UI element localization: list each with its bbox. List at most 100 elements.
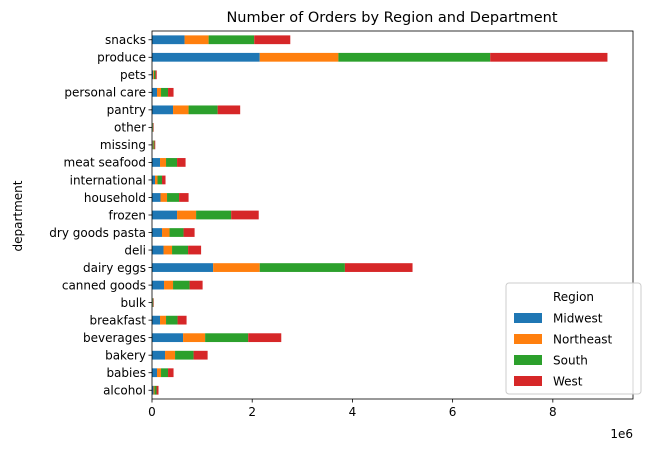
y-tick-label: meat seafood xyxy=(64,156,146,170)
x-tick-label: 0 xyxy=(148,405,156,419)
y-tick-label: pantry xyxy=(107,103,146,117)
bar-meat-seafood-west xyxy=(177,158,186,167)
bar-alcohol-northeast xyxy=(153,385,155,395)
y-tick-label: snacks xyxy=(105,33,146,47)
bars-layer xyxy=(152,35,608,395)
legend-swatch-northeast xyxy=(514,334,542,344)
bar-pets-south xyxy=(153,70,156,80)
x-tick-label: 2 xyxy=(248,405,256,419)
bar-dairy-eggs-south xyxy=(259,263,345,272)
y-tick-label: produce xyxy=(97,51,146,65)
bar-pantry-west xyxy=(217,105,241,115)
y-tick-label: dairy eggs xyxy=(83,261,146,275)
legend: Region Midwest Northeast South West xyxy=(505,282,642,395)
bar-breakfast-northeast xyxy=(160,315,167,325)
bar-personal-care-midwest xyxy=(152,87,158,97)
legend-label-west: West xyxy=(553,374,583,388)
bar-international-west xyxy=(162,175,166,185)
chart-title: Number of Orders by Region and Departmen… xyxy=(226,10,557,26)
bar-frozen-midwest xyxy=(152,210,178,220)
y-tick-label: canned goods xyxy=(62,278,146,292)
y-tick-label: bulk xyxy=(120,296,146,310)
bar-beverages-northeast xyxy=(183,333,206,343)
legend-frame xyxy=(505,282,642,395)
y-tick-label: bakery xyxy=(105,348,146,362)
bar-pets-midwest xyxy=(152,70,154,80)
bar-snacks-west xyxy=(254,35,291,45)
y-tick-label: dry goods pasta xyxy=(49,226,146,240)
bar-bulk-south xyxy=(152,298,154,307)
bar-bakery-south xyxy=(175,350,194,360)
y-tick-label: deli xyxy=(124,243,146,257)
legend-swatch-midwest xyxy=(514,313,542,323)
bar-dry-goods-pasta-south xyxy=(169,228,184,237)
bar-canned-goods-south xyxy=(173,280,190,290)
bar-beverages-west xyxy=(248,333,282,343)
y-tick-label: beverages xyxy=(83,331,146,345)
bar-international-midwest xyxy=(152,175,156,185)
bar-pantry-south xyxy=(188,105,218,115)
legend-swatch-south xyxy=(514,355,542,365)
y-tick-label: household xyxy=(84,191,146,205)
legend-items: Midwest Northeast South West xyxy=(514,311,613,388)
bar-babies-midwest xyxy=(152,368,158,378)
bar-personal-care-south xyxy=(161,87,169,97)
bar-produce-south xyxy=(338,52,491,62)
bar-missing-northeast xyxy=(152,140,154,150)
bar-deli-south xyxy=(172,245,189,255)
bar-personal-care-northeast xyxy=(157,87,162,97)
legend-swatch-west xyxy=(514,376,542,386)
y-tick-label: missing xyxy=(100,138,146,152)
bar-snacks-midwest xyxy=(152,35,185,45)
bar-personal-care-west xyxy=(168,87,174,97)
bar-dry-goods-pasta-midwest xyxy=(152,228,163,237)
y-tick-label: frozen xyxy=(108,208,146,222)
bar-frozen-south xyxy=(196,210,232,220)
legend-label-midwest: Midwest xyxy=(553,311,603,325)
bar-produce-west xyxy=(490,52,608,62)
bar-deli-northeast xyxy=(163,245,173,255)
bar-household-south xyxy=(167,193,180,202)
bar-snacks-northeast xyxy=(184,35,209,45)
bar-meat-seafood-northeast xyxy=(160,158,167,167)
bar-pets-northeast xyxy=(153,70,154,80)
bar-alcohol-west xyxy=(156,385,159,395)
bar-produce-midwest xyxy=(152,52,260,62)
bar-dry-goods-pasta-northeast xyxy=(162,228,170,237)
y-tick-label: other xyxy=(114,121,146,135)
bar-breakfast-south xyxy=(166,315,178,325)
y-tick-label: international xyxy=(70,173,146,187)
bar-deli-west xyxy=(188,245,202,255)
bar-household-west xyxy=(179,193,189,202)
bar-canned-goods-west xyxy=(189,280,203,290)
bar-meat-seafood-south xyxy=(166,158,178,167)
bar-beverages-midwest xyxy=(152,333,184,343)
bar-dairy-eggs-west xyxy=(344,263,413,272)
bar-missing-west xyxy=(154,140,156,150)
bar-beverages-south xyxy=(205,333,249,343)
y-tick-label: alcohol xyxy=(103,384,146,398)
bar-babies-northeast xyxy=(157,368,162,378)
bar-dairy-eggs-northeast xyxy=(213,263,260,272)
bar-pantry-northeast xyxy=(173,105,189,115)
bar-bakery-northeast xyxy=(165,350,176,360)
bar-bakery-midwest xyxy=(152,350,166,360)
y-tick-label: babies xyxy=(106,366,146,380)
x-tick-label: 4 xyxy=(349,405,357,419)
bar-dry-goods-pasta-west xyxy=(183,228,195,237)
bar-meat-seafood-midwest xyxy=(152,158,161,167)
bar-missing-south xyxy=(153,140,155,150)
ticks-layer: alcohol babies bakery beverages breakfast bul… xyxy=(49,33,556,419)
bar-alcohol-midwest xyxy=(152,385,154,395)
legend-label-northeast: Northeast xyxy=(553,332,613,346)
x-tick-label: 8 xyxy=(549,405,557,419)
bar-breakfast-midwest xyxy=(152,315,161,325)
bar-bakery-west xyxy=(193,350,208,360)
bar-household-midwest xyxy=(152,193,161,202)
bar-other-south xyxy=(152,123,154,132)
bar-snacks-south xyxy=(208,35,255,45)
bar-dairy-eggs-midwest xyxy=(152,263,214,272)
y-tick-label: personal care xyxy=(64,86,146,100)
y-tick-label: pets xyxy=(120,68,146,82)
